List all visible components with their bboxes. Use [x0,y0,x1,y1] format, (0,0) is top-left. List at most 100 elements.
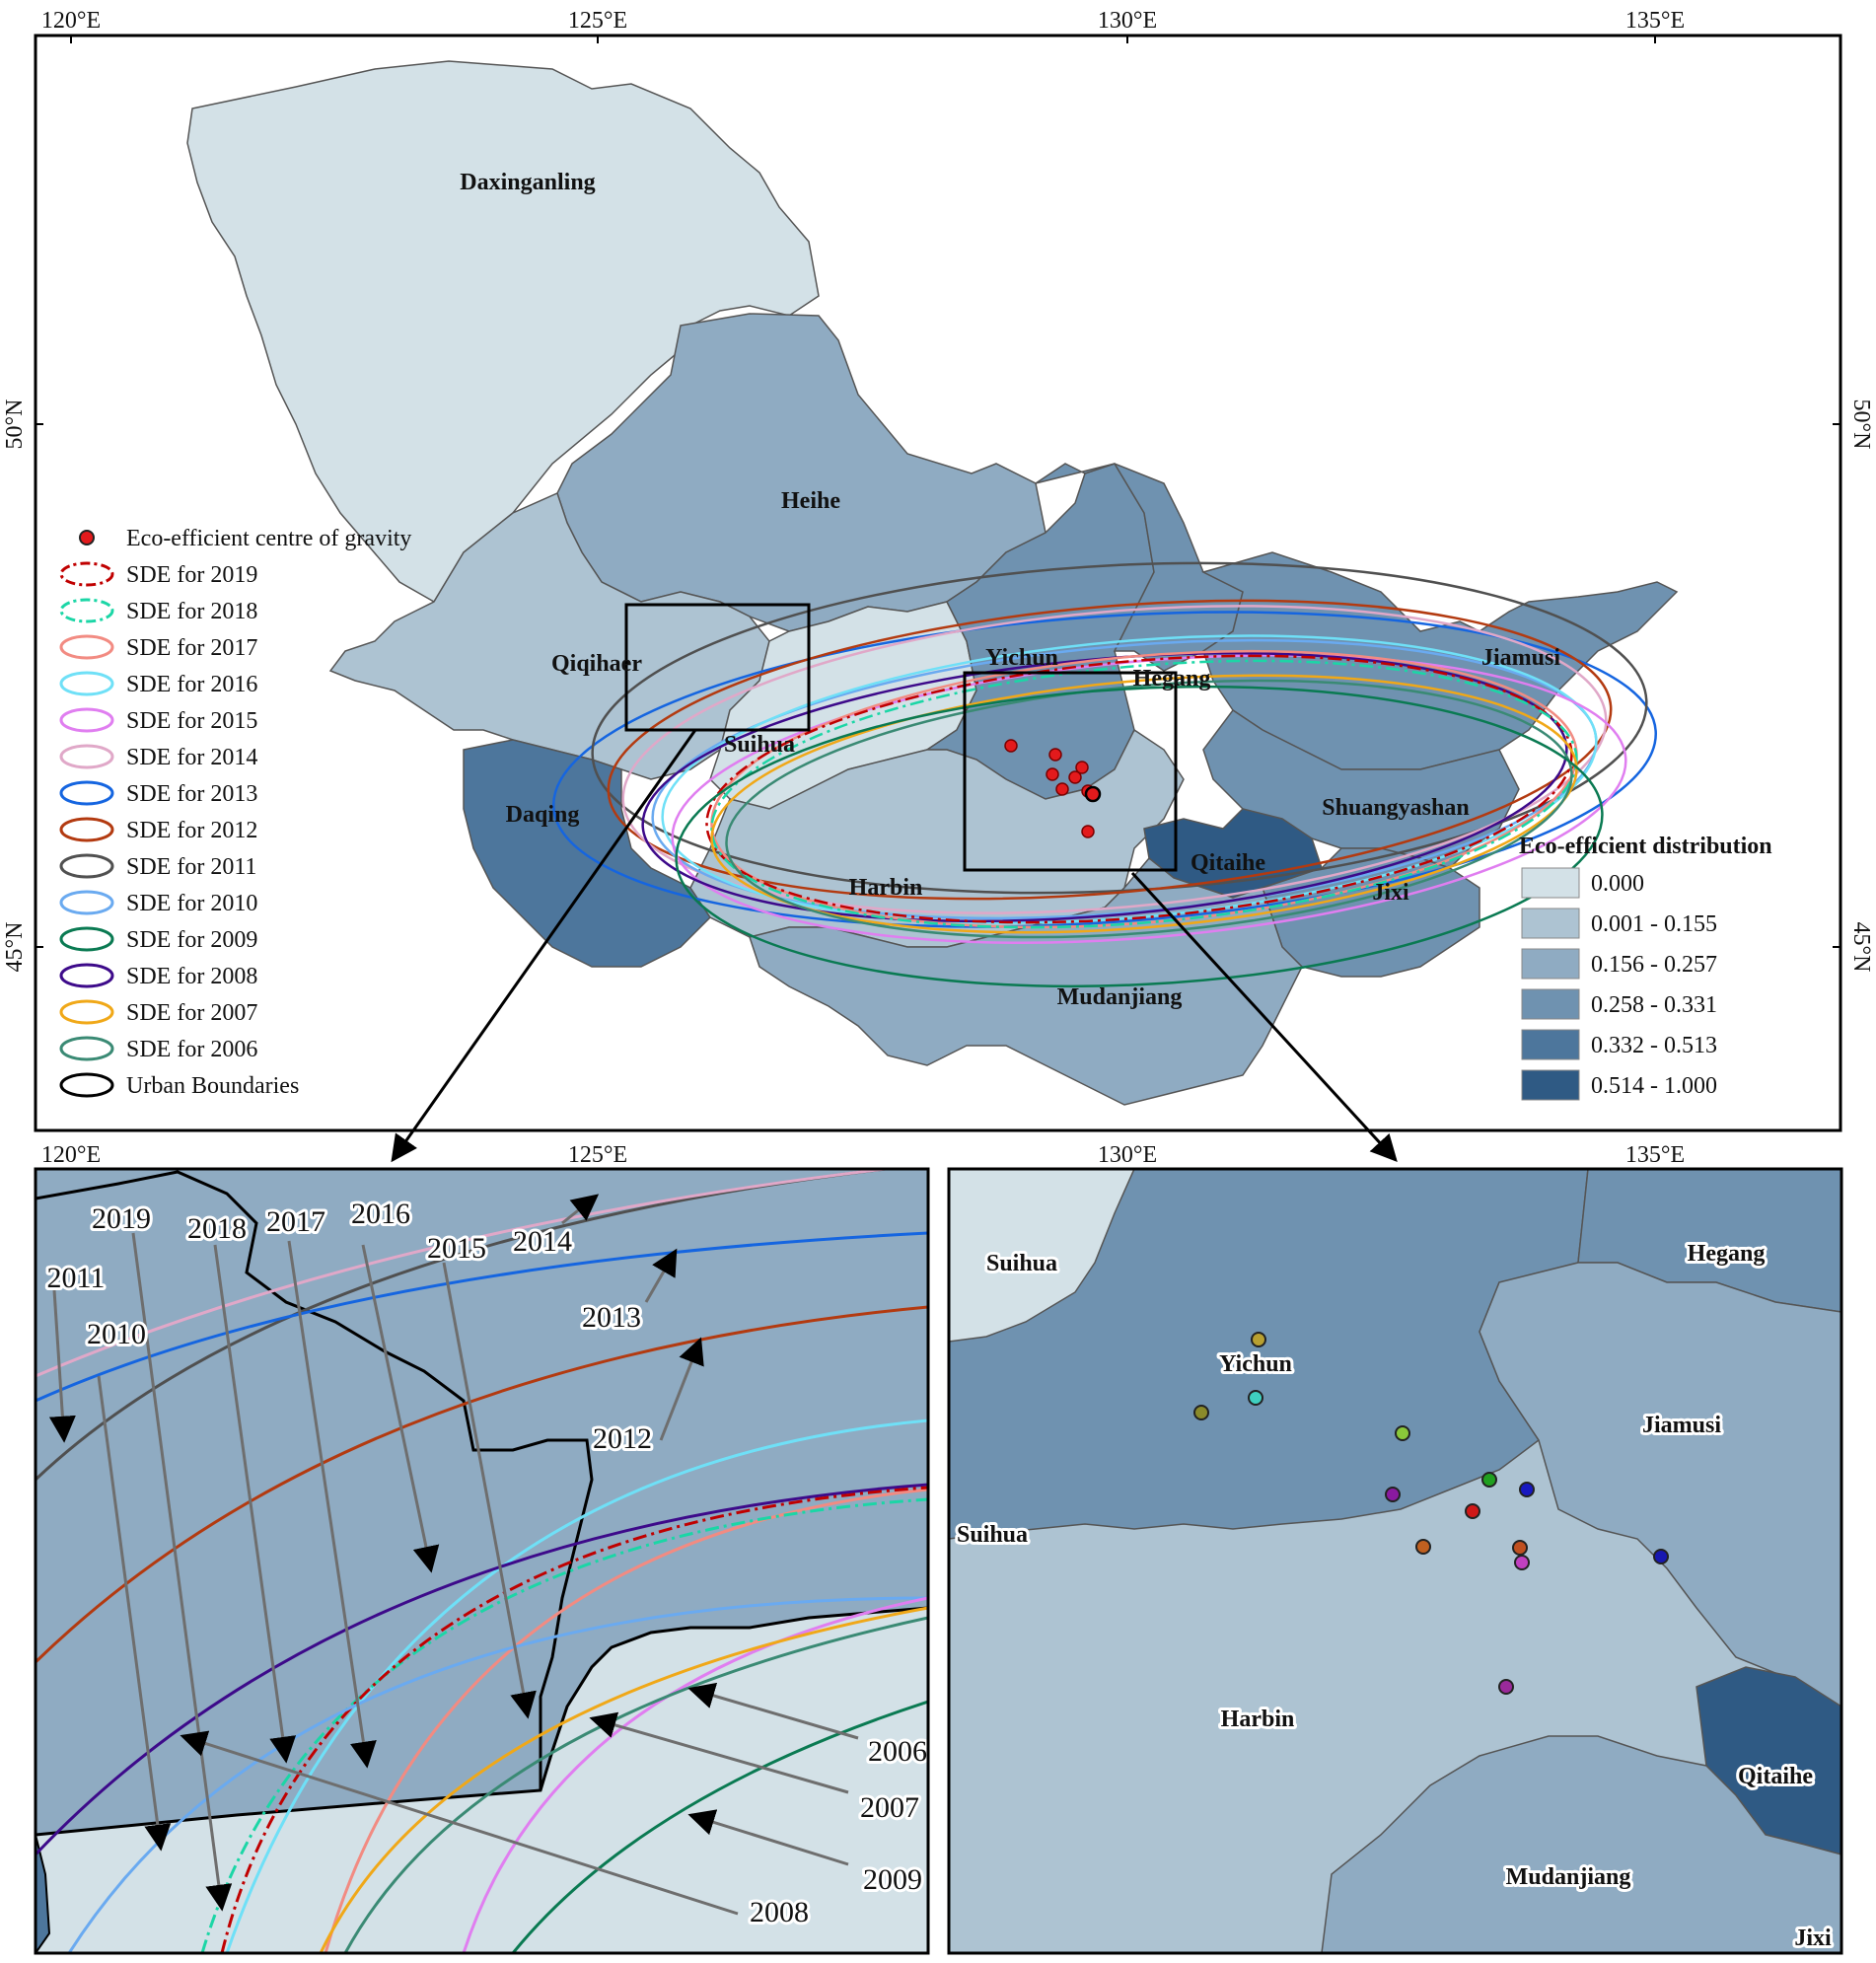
lon-tick-top: 130°E [1098,8,1157,34]
city-label: Daqing [506,802,580,828]
city-label: Mudanjiang [1057,984,1183,1010]
city-label: Jiamusi [1642,1413,1721,1438]
legend-symbol-point [79,530,95,545]
city-label: Suihua [724,732,795,758]
legend-label: Urban Boundaries [126,1073,299,1099]
gravity-point [1048,748,1062,762]
inset-right-jiamusi [1479,1262,1841,1708]
legend-class-label: 0.514 - 1.000 [1591,1073,1717,1099]
inset-left-leaders [48,1194,859,1916]
city-label: Jiamusi [1481,645,1560,671]
legend-class-label: 0.258 - 0.331 [1591,992,1717,1018]
legend-symbol-ellipse [59,707,114,733]
inset-curve-2009 [511,1700,928,1953]
year-label: 2010 [87,1318,146,1350]
sde-2012 [607,599,1613,901]
city-label: Hegang [1688,1241,1766,1267]
legend-label: SDE for 2012 [126,818,257,843]
inset-curve-2019 [220,1486,928,1953]
legend-symbol-ellipse [59,1036,114,1061]
sde-2009 [675,685,1604,988]
city-label: Jixi [1794,1926,1832,1951]
legend-symbol-ellipse [59,634,114,660]
legend-label: SDE for 2010 [126,891,257,916]
legend-symbol-ellipse [59,744,114,769]
lon-tick-bottom: 130°E [1098,1142,1157,1168]
city-label: Heihe [781,488,840,514]
city-label: Suihua [957,1522,1028,1548]
city-label: Mudanjiang [1506,1864,1631,1890]
legend-sde: Eco-efficient centre of gravity SDE for 2… [59,526,411,1099]
region-polygons [186,60,1679,1106]
city-label: Yichun [1219,1351,1292,1377]
legend-item: SDE for 2018 [59,598,257,624]
legend-swatch [1521,988,1580,1020]
city-label: Qiqihaer [551,651,642,677]
inset-left: 2019 2018 2017 2016 2015 2014 2011 2010 … [34,1167,930,1955]
legend-label: SDE for 2011 [126,854,256,880]
year-label: 2012 [593,1422,652,1455]
region-yichun [924,463,1155,800]
inset-curve-2008 [36,1483,928,1856]
legend-item: SDE for 2008 [59,963,257,989]
gravity-point [1004,739,1018,753]
city-label: Yichun [985,645,1058,671]
inset-curve-2006 [343,1616,928,1953]
legend-label: SDE for 2017 [126,635,257,661]
legend-symbol-ellipse [59,963,114,988]
legend-item: SDE for 2012 [59,817,257,843]
legend-distribution: Eco-efficient distribution 0.000 0.001 - … [1519,834,1772,1101]
legend-item: Urban Boundaries [59,1072,299,1099]
lat-tick-right: 50°N [1848,400,1874,450]
city-label: Shuangyashan [1322,795,1469,821]
city-label: Jixi [1372,880,1409,906]
legend-label: SDE for 2013 [126,781,257,807]
lon-tick-bottom: 135°E [1625,1142,1685,1168]
city-label: Qitaihe [1738,1764,1813,1789]
legend-swatch [1521,948,1580,980]
lon-tick-bottom: 120°E [41,1142,101,1168]
gravity-point [1081,825,1095,838]
inset-left-year-labels: 2019 2018 2017 2016 2015 2014 2011 2010 … [44,1195,928,1931]
inset-curve-2010 [67,1596,928,1953]
legend-label: Eco-efficient centre of gravity [126,526,411,551]
lat-tick-left: 50°N [2,400,28,450]
inset-curve-2013 [36,1231,928,1403]
legend-label: SDE for 2007 [126,1000,257,1026]
gravity-point [1415,1539,1431,1555]
legend-swatch [1521,908,1580,939]
inset-curve-2012 [36,1305,928,1664]
legend-symbol-ellipse [59,1072,114,1098]
inset-curve-2016 [225,1418,928,1953]
year-label: 2011 [47,1262,106,1294]
sde-2013 [552,611,1657,928]
gravity-point [1248,1390,1263,1406]
legend-label: SDE for 2009 [126,927,257,953]
legend-item: SDE for 2015 [59,707,257,734]
main-city-labels: Daxinganling Heihe Qiqihaer Yichun Hegan… [460,170,1560,1010]
legend-item: SDE for 2007 [59,999,257,1026]
legend-item: Eco-efficient centre of gravity [79,526,411,551]
year-label: 2008 [750,1896,809,1928]
main-axis-labels: 120°E 125°E 130°E 135°E 120°E 125°E 130°… [2,8,1874,1168]
legend-label: SDE for 2015 [126,708,257,734]
gravity-point [1514,1555,1530,1570]
inset-right-mudanjiang [1321,1735,1841,1953]
legend-swatch [1521,867,1580,899]
legend-label: SDE for 2014 [126,745,257,770]
gravity-point [1512,1540,1528,1556]
legend-item: SDE for 2014 [59,744,257,770]
year-label: 2006 [868,1735,927,1768]
inset-left-frame [34,1167,930,1955]
gravity-point [1251,1332,1266,1347]
year-label: 2014 [513,1225,572,1258]
lon-tick-top: 135°E [1625,8,1685,34]
lon-tick-top: 120°E [41,8,101,34]
legend-distribution-title: Eco-efficient distribution [1519,834,1772,859]
inset-right-gravity-points [1193,1332,1669,1695]
lat-tick-right: 45°N [1848,922,1874,973]
legend-symbol-ellipse [59,671,114,696]
legend-symbol-ellipse [59,926,114,952]
gravity-point [1193,1405,1209,1420]
city-label: Suihua [986,1251,1057,1276]
